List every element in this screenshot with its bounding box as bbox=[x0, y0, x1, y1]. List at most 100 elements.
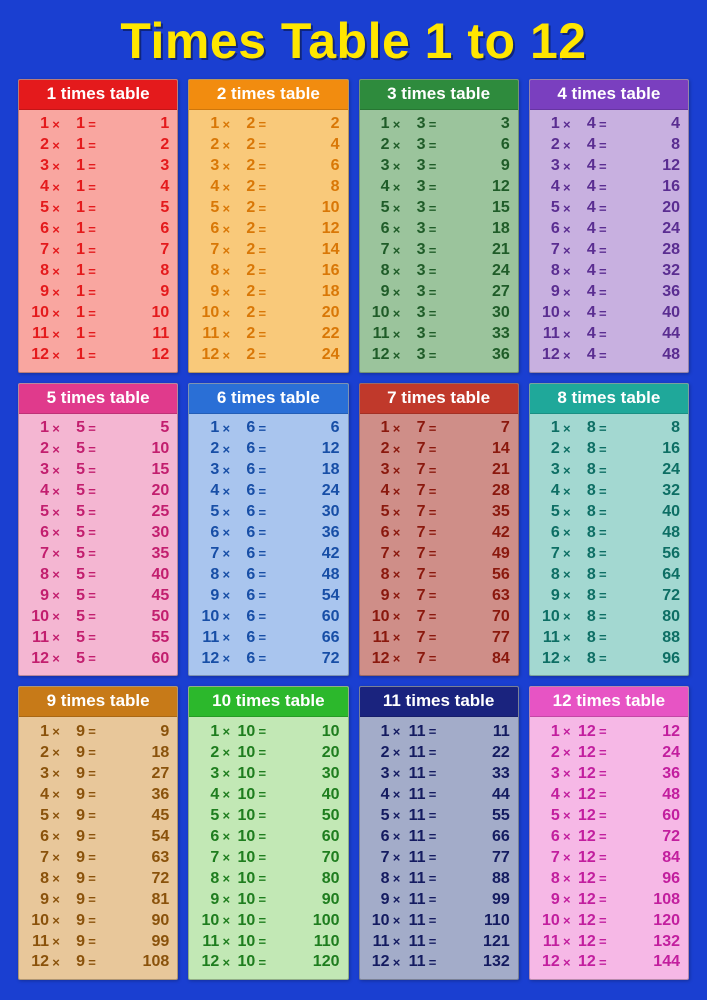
multiplicand: 7 bbox=[538, 242, 560, 258]
multiplicand: 3 bbox=[368, 158, 390, 174]
multiplier: 11 bbox=[404, 724, 426, 740]
times-symbol: × bbox=[49, 118, 63, 131]
equals-symbol: = bbox=[426, 956, 440, 969]
product: 90 bbox=[99, 913, 169, 929]
multiplicand: 9 bbox=[368, 588, 390, 604]
product: 25 bbox=[99, 504, 169, 520]
table-row: 9×8=72 bbox=[538, 588, 680, 604]
multiplicand: 11 bbox=[538, 326, 560, 342]
multiplier: 2 bbox=[233, 221, 255, 237]
multiplier: 5 bbox=[63, 462, 85, 478]
times-symbol: × bbox=[219, 526, 233, 539]
multiplier: 3 bbox=[404, 347, 426, 363]
equals-symbol: = bbox=[255, 652, 269, 665]
equals-symbol: = bbox=[426, 589, 440, 602]
multiplier: 7 bbox=[404, 588, 426, 604]
multiplier: 5 bbox=[63, 630, 85, 646]
product: 108 bbox=[99, 954, 169, 970]
equals-symbol: = bbox=[426, 830, 440, 843]
times-symbol: × bbox=[390, 589, 404, 602]
multiplier: 1 bbox=[63, 137, 85, 153]
poster: Times Table 1 to 12 1 times table1×1=12×… bbox=[0, 0, 707, 1000]
equals-symbol: = bbox=[596, 767, 610, 780]
times-symbol: × bbox=[219, 202, 233, 215]
multiplicand: 3 bbox=[27, 766, 49, 782]
times-symbol: × bbox=[560, 443, 574, 456]
product: 60 bbox=[610, 808, 680, 824]
multiplier: 1 bbox=[63, 179, 85, 195]
equals-symbol: = bbox=[255, 328, 269, 341]
multiplier: 9 bbox=[63, 913, 85, 929]
equals-symbol: = bbox=[85, 652, 99, 665]
table-row: 3×10=30 bbox=[197, 766, 339, 782]
equals-symbol: = bbox=[255, 589, 269, 602]
multiplicand: 7 bbox=[538, 850, 560, 866]
multiplicand: 9 bbox=[27, 284, 49, 300]
table-row: 11×3=33 bbox=[368, 326, 510, 342]
product: 33 bbox=[440, 326, 510, 342]
times-symbol: × bbox=[390, 809, 404, 822]
equals-symbol: = bbox=[596, 202, 610, 215]
multiplicand: 2 bbox=[368, 137, 390, 153]
multiplicand: 6 bbox=[197, 525, 219, 541]
times-symbol: × bbox=[49, 265, 63, 278]
equals-symbol: = bbox=[85, 464, 99, 477]
product: 20 bbox=[99, 483, 169, 499]
times-symbol: × bbox=[390, 160, 404, 173]
table-body: 1×10=102×10=203×10=304×10=405×10=506×10=… bbox=[189, 717, 347, 979]
times-symbol: × bbox=[49, 788, 63, 801]
product: 63 bbox=[440, 588, 510, 604]
multiplicand: 7 bbox=[368, 850, 390, 866]
table-row: 5×1=5 bbox=[27, 200, 169, 216]
table-row: 5×6=30 bbox=[197, 504, 339, 520]
multiplier: 6 bbox=[233, 420, 255, 436]
equals-symbol: = bbox=[85, 202, 99, 215]
equals-symbol: = bbox=[596, 872, 610, 885]
equals-symbol: = bbox=[255, 265, 269, 278]
equals-symbol: = bbox=[255, 547, 269, 560]
table-row: 3×5=15 bbox=[27, 462, 169, 478]
product: 18 bbox=[99, 745, 169, 761]
table-row: 6×5=30 bbox=[27, 525, 169, 541]
multiplier: 8 bbox=[574, 588, 596, 604]
multiplicand: 6 bbox=[27, 221, 49, 237]
equals-symbol: = bbox=[596, 746, 610, 759]
equals-symbol: = bbox=[85, 725, 99, 738]
multiplier: 1 bbox=[63, 221, 85, 237]
table-row: 2×8=16 bbox=[538, 441, 680, 457]
product: 84 bbox=[440, 651, 510, 667]
multiplier: 5 bbox=[63, 441, 85, 457]
product: 36 bbox=[610, 766, 680, 782]
multiplicand: 3 bbox=[538, 158, 560, 174]
table-header: 9 times table bbox=[19, 687, 177, 717]
times-symbol: × bbox=[390, 286, 404, 299]
product: 48 bbox=[269, 567, 339, 583]
times-symbol: × bbox=[560, 526, 574, 539]
times-symbol: × bbox=[49, 956, 63, 969]
equals-symbol: = bbox=[596, 286, 610, 299]
table-row: 10×3=30 bbox=[368, 305, 510, 321]
times-symbol: × bbox=[49, 244, 63, 257]
multiplier: 2 bbox=[233, 326, 255, 342]
equals-symbol: = bbox=[255, 202, 269, 215]
multiplicand: 1 bbox=[538, 116, 560, 132]
equals-symbol: = bbox=[426, 893, 440, 906]
times-symbol: × bbox=[390, 506, 404, 519]
table-row: 10×5=50 bbox=[27, 609, 169, 625]
equals-symbol: = bbox=[255, 160, 269, 173]
multiplier: 5 bbox=[63, 546, 85, 562]
multiplicand: 10 bbox=[27, 305, 49, 321]
times-symbol: × bbox=[560, 788, 574, 801]
table-row: 8×10=80 bbox=[197, 871, 339, 887]
multiplier: 12 bbox=[574, 766, 596, 782]
multiplier: 3 bbox=[404, 221, 426, 237]
multiplicand: 9 bbox=[27, 588, 49, 604]
table-body: 1×7=72×7=143×7=214×7=285×7=356×7=427×7=4… bbox=[360, 414, 518, 676]
times-symbol: × bbox=[390, 307, 404, 320]
equals-symbol: = bbox=[255, 506, 269, 519]
table-header: 11 times table bbox=[360, 687, 518, 717]
product: 11 bbox=[440, 724, 510, 740]
table-row: 1×5=5 bbox=[27, 420, 169, 436]
multiplicand: 7 bbox=[197, 850, 219, 866]
table-row: 4×1=4 bbox=[27, 179, 169, 195]
